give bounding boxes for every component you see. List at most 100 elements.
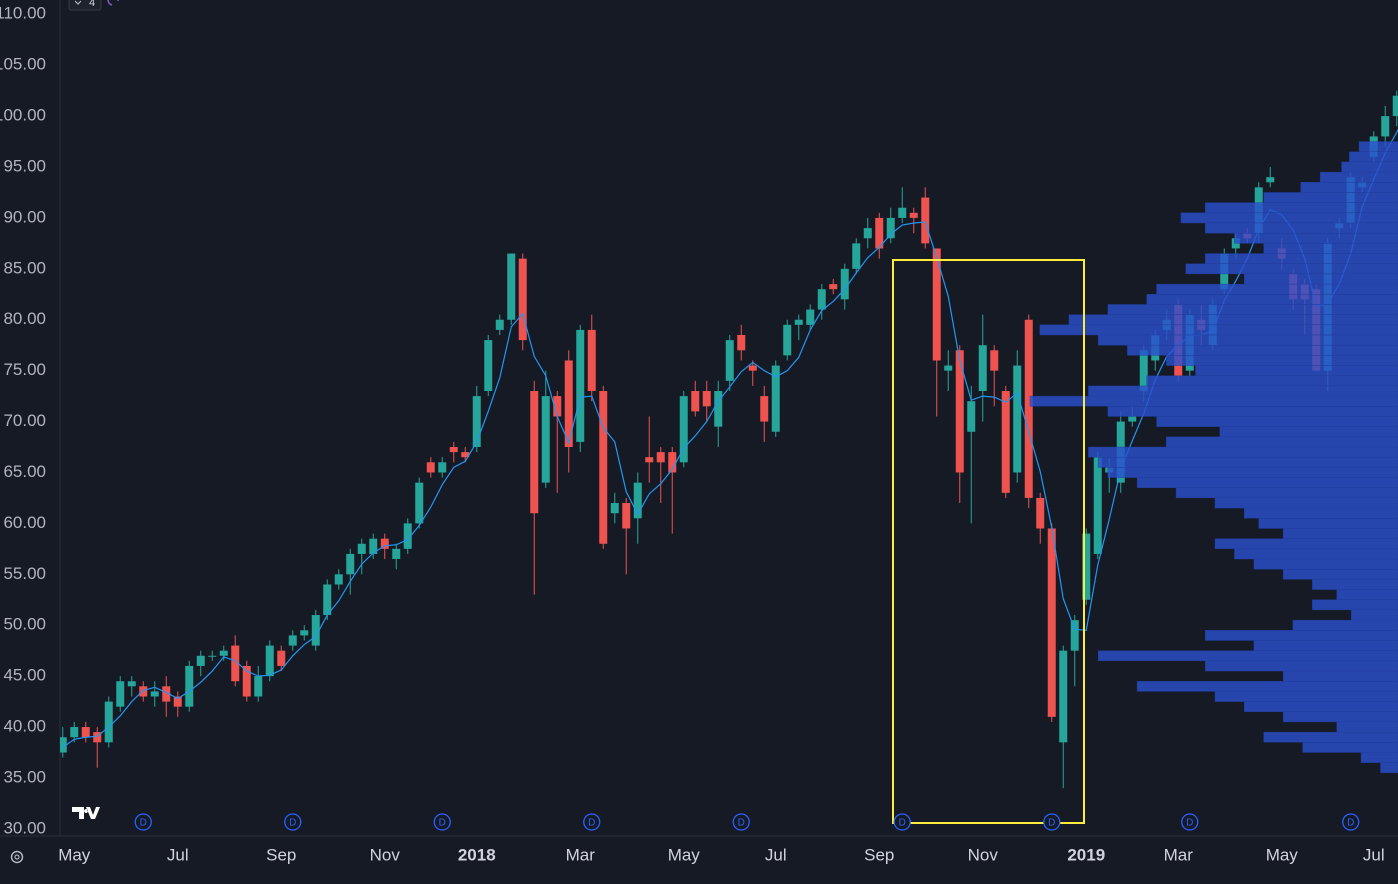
candle-body [484, 340, 493, 392]
event-label: D [1186, 818, 1193, 829]
volume-profile-row [1214, 691, 1398, 702]
volume-profile-row [1234, 548, 1398, 560]
event-marker [433, 813, 451, 831]
candle-body [392, 548, 401, 560]
volume-profile-row [1282, 711, 1398, 723]
candle-body [139, 686, 148, 697]
volume-profile-row [1146, 375, 1398, 387]
volume-profile-row [1039, 324, 1398, 336]
volume-profile-row [1205, 630, 1398, 641]
candle-body [541, 396, 550, 483]
y-tick-label: 75.00 [3, 360, 46, 379]
volume-profile-row [1107, 304, 1398, 315]
volume-profile-row [1300, 182, 1398, 193]
candle-body [622, 503, 631, 529]
candle-body [116, 681, 125, 707]
overlay [892, 259, 1085, 824]
volume-profile-row [1360, 752, 1398, 763]
volume-profile-row [1312, 579, 1398, 590]
candle-body [438, 462, 447, 473]
volume-profile-row [1068, 314, 1398, 326]
candle-body [1266, 177, 1275, 183]
volume-profile-row [1243, 701, 1398, 712]
candle-body [783, 324, 792, 356]
event-label: D [588, 818, 595, 829]
volume-profile-row [1088, 446, 1398, 458]
candle-body [369, 538, 378, 554]
candle-body [1024, 319, 1033, 498]
candle-body [633, 482, 642, 519]
candle-body [185, 665, 194, 707]
highlight-box[interactable] [892, 259, 1085, 824]
candle-body [909, 212, 918, 218]
logo-shape [72, 807, 100, 819]
y-tick-label: 30.00 [3, 818, 46, 837]
candle-body [231, 645, 240, 682]
candle-body [1392, 95, 1398, 117]
x-tick-label: Sep [864, 845, 894, 864]
candle-body [817, 289, 826, 310]
candle-body [150, 691, 159, 697]
candle-body [921, 197, 930, 244]
badge-box [68, 0, 102, 11]
candle-body [426, 462, 435, 473]
interval-badge[interactable]: 4 [68, 0, 119, 11]
candle-body [955, 350, 964, 473]
y-tick-label: 100.00 [0, 106, 46, 125]
candle-body [1059, 650, 1068, 743]
candle-body [1001, 391, 1010, 493]
candle-body [495, 319, 504, 330]
event-label: D [1347, 818, 1354, 829]
y-tick-label: 95.00 [3, 156, 46, 175]
candle-body [737, 335, 746, 351]
volume-profile-row [1146, 294, 1398, 305]
candle-body [277, 650, 286, 666]
candle-body [852, 243, 861, 269]
candle-body [357, 543, 366, 554]
volume-profile-row [1156, 283, 1398, 295]
candle-body [507, 253, 516, 320]
y-tick-label: 35.00 [3, 767, 46, 786]
candle-body [530, 391, 539, 514]
axes: 110.00 105.00 100.00 95.00 90.00 85.00 80.00 75… [0, 4, 1385, 865]
volume-profile-row [1029, 395, 1398, 407]
gear-ring [10, 850, 24, 864]
candle-body [346, 553, 355, 575]
candle-body [829, 284, 838, 290]
candle-body [599, 391, 608, 544]
volume-profile-row [1319, 171, 1398, 183]
x-tick-label: Nov [968, 845, 999, 864]
candle-body [760, 396, 769, 422]
candle-body [725, 340, 734, 381]
volume-profile-row [1097, 334, 1398, 346]
candle-body [1128, 416, 1137, 422]
candle-body [403, 523, 412, 549]
candle-body [1381, 116, 1390, 137]
candle-body [265, 645, 274, 677]
candle-body [564, 360, 573, 448]
candle-body [553, 396, 562, 417]
candle-body [1082, 533, 1091, 600]
candle-body [748, 365, 757, 371]
candle-body [60, 737, 67, 753]
y-tick-label: 70.00 [3, 411, 46, 430]
event-marker [134, 813, 152, 831]
volume-profile-row [1263, 192, 1398, 203]
candle-body [1047, 528, 1056, 717]
candle-body [219, 650, 228, 656]
candle-body [162, 686, 171, 702]
y-tick-label: 55.00 [3, 564, 46, 583]
settings-icon[interactable] [10, 850, 24, 864]
volume-profile-row [1282, 670, 1398, 682]
event-marker [284, 813, 302, 831]
candle-body [415, 482, 424, 524]
volume-profile-row [1234, 232, 1398, 244]
volume-profile-row [1253, 558, 1398, 570]
volume-profile-row [1258, 518, 1398, 529]
event-label: D [899, 818, 906, 829]
y-tick-label: 40.00 [3, 717, 46, 736]
y-tick-label: 105.00 [0, 55, 46, 74]
candle-body [254, 676, 263, 697]
volume-profile-row [1351, 609, 1398, 621]
